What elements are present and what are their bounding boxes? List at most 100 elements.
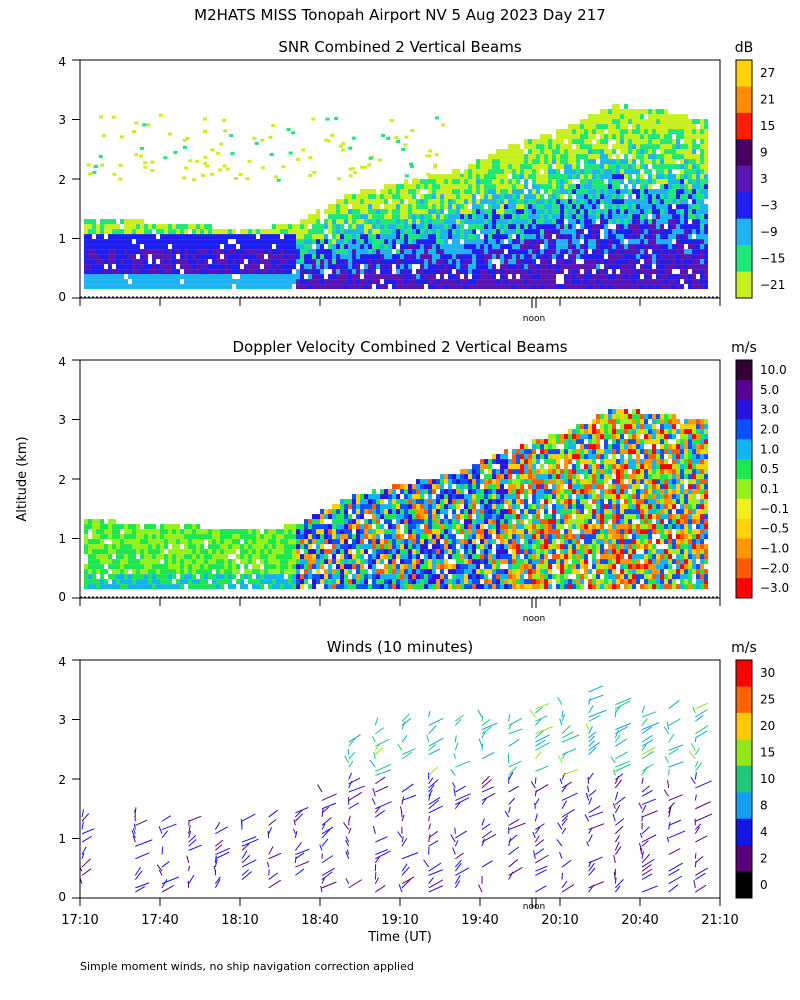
snr-cell [412,244,416,250]
snr-cell [360,229,364,235]
doppler-cell [88,559,92,565]
snr-cell [480,284,484,290]
snr-cell [128,224,132,230]
snr-cell [592,224,596,230]
doppler-cell [348,544,352,550]
snr-cell [260,138,265,142]
snr-cell [592,249,596,255]
doppler-cell [156,549,160,555]
snr-cell [104,244,108,250]
doppler-cell [484,519,488,525]
snr-cell [332,229,336,235]
snr-cell [388,214,392,220]
snr-cell [704,144,708,150]
snr-cell [688,284,692,290]
snr-cell [288,254,292,260]
snr-cell [460,214,464,220]
doppler-cell [368,524,372,530]
snr-cell [604,169,608,175]
doppler-cell [448,544,452,550]
doppler-cell [460,544,464,550]
snr-cell [668,189,672,195]
doppler-cell [376,504,380,510]
snr-cell [560,199,564,205]
snr-cell [540,159,544,165]
doppler-cell [460,574,464,580]
snr-cell [512,159,516,165]
doppler-cell [348,529,352,535]
snr-cell [352,274,356,280]
snr-cell [616,164,620,170]
snr-cell [548,239,552,245]
snr-cell [264,269,268,275]
doppler-cell [424,574,428,580]
snr-cell [672,114,676,120]
doppler-cell [316,574,320,580]
snr-cell [556,149,560,155]
snr-cell [108,229,112,235]
snr-cell [203,161,208,165]
doppler-cell [332,529,336,535]
snr-cell [600,169,604,175]
snr-cell [524,284,528,290]
doppler-cell [116,554,120,560]
doppler-cell [128,579,132,585]
snr-cell [204,244,208,250]
snr-cell [100,229,104,235]
snr-cell [472,214,476,220]
doppler-cell [468,494,472,500]
snr-cell [460,229,464,235]
snr-cell [700,249,704,255]
snr-cell [628,224,632,230]
doppler-cell [124,569,128,575]
doppler-cell [384,489,388,495]
snr-cell [460,259,464,265]
doppler-cell [480,519,484,525]
snr-cell [146,123,151,127]
snr-cell [628,209,632,215]
snr-cell [428,149,433,153]
snr-cell [532,254,536,260]
snr-cell [208,229,212,235]
snr-cell [184,279,188,285]
doppler-cell [464,514,468,520]
snr-cell [84,224,88,230]
snr-cell [552,144,556,150]
snr-cell [328,209,332,215]
snr-cell [432,224,436,230]
snr-cell [360,204,364,210]
snr-cell [600,139,604,145]
doppler-cell [364,559,368,565]
doppler-cell [148,524,152,530]
snr-cell [316,249,320,255]
doppler-cell [100,554,104,560]
snr-cell [544,234,548,240]
doppler-cell [428,554,432,560]
snr-cell [688,264,692,270]
snr-cell [404,239,408,245]
snr-cell [668,264,672,270]
snr-cell [692,239,696,245]
snr-cell [568,209,572,215]
doppler-cell [400,504,404,510]
snr-cell [636,244,640,250]
snr-cell [440,279,444,285]
doppler-cell [316,554,320,560]
snr-cell [428,189,432,195]
snr-cell [560,249,564,255]
snr-cell [372,259,376,265]
snr-cell [404,209,408,215]
snr-cell [672,184,676,190]
doppler-cell [144,524,148,530]
snr-cell [248,254,252,260]
snr-cell [644,169,648,175]
snr-cell [168,229,172,235]
doppler-cell [328,539,332,545]
doppler-cell [372,554,376,560]
snr-cell [684,114,688,120]
doppler-cell [128,559,132,565]
doppler-cell [168,539,172,545]
snr-cell [616,159,620,165]
snr-cell [216,239,220,245]
snr-cell [696,194,700,200]
